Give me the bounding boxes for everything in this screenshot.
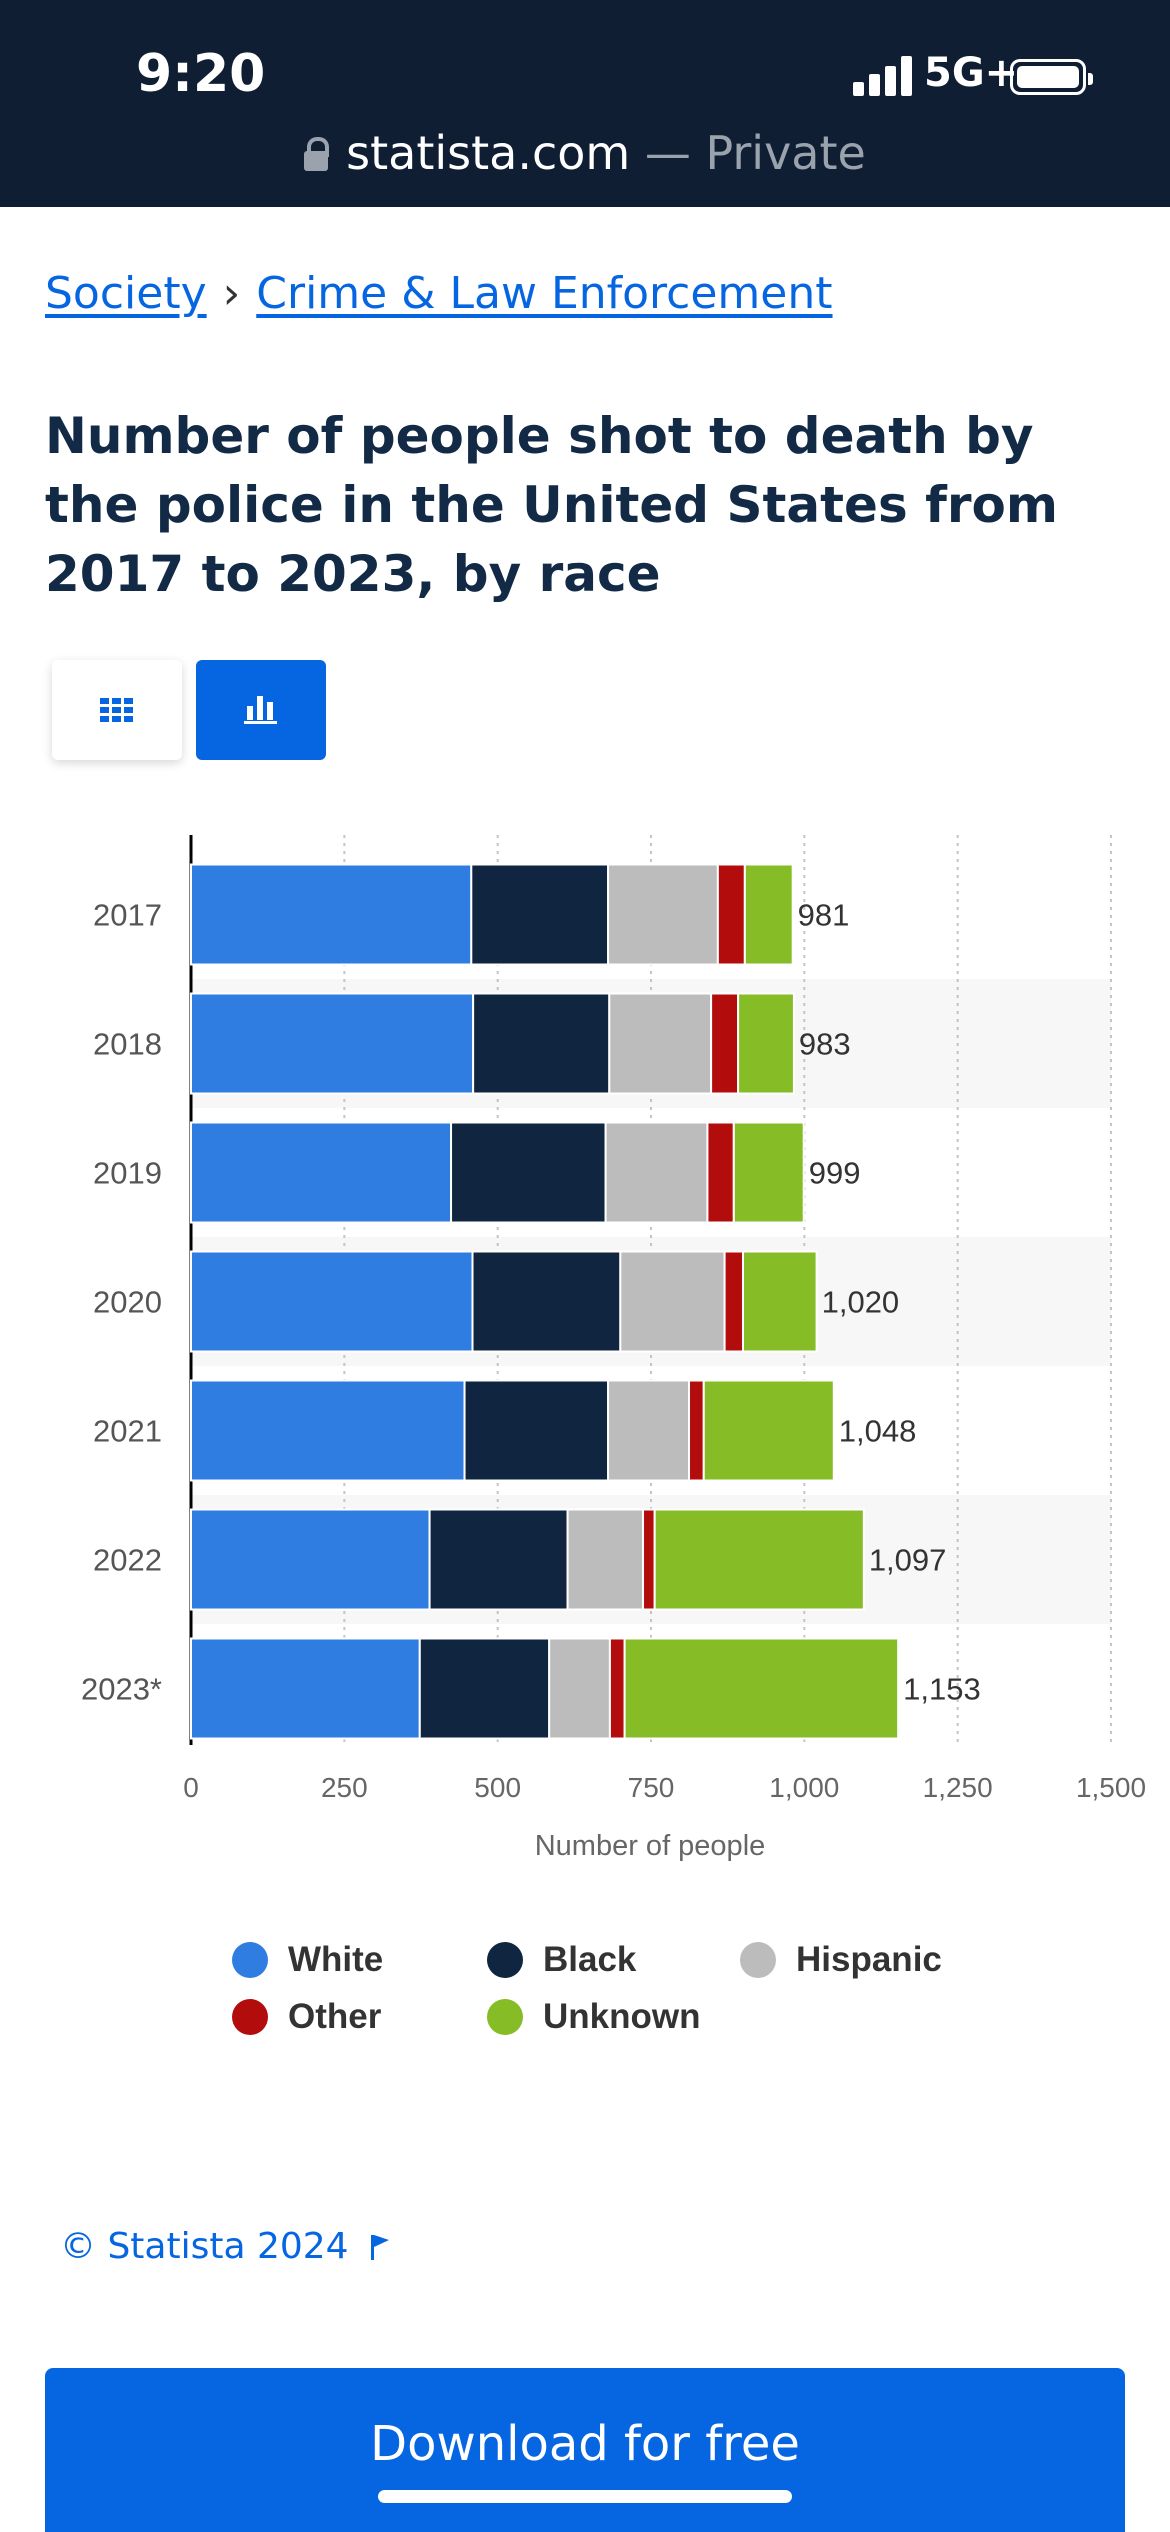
legend-swatch-hispanic [740, 1942, 776, 1978]
legend-swatch-white [232, 1942, 268, 1978]
breadcrumb: Society › Crime & Law Enforcement [45, 268, 833, 319]
total-value-label: 999 [809, 1156, 861, 1191]
bar-segment-other[interactable] [706, 1121, 735, 1224]
bar-segment-other[interactable] [710, 992, 740, 1095]
chart-view-button[interactable] [196, 660, 326, 760]
x-axis-label: Number of people [535, 1830, 766, 1862]
copyright-link[interactable]: © Statista 2024 [60, 2226, 391, 2267]
status-bar: 9:20 5G+ statista.com — Private [0, 0, 1170, 207]
bar-segment-hispanic[interactable] [608, 992, 713, 1095]
bar-segment-other[interactable] [608, 1637, 626, 1740]
bar-chart-icon [244, 696, 277, 724]
y-tick-label: 2017 [93, 898, 162, 933]
bar-segment-black[interactable] [418, 1637, 551, 1740]
y-tick-label: 2018 [93, 1027, 162, 1062]
legend-swatch-black [487, 1942, 523, 1978]
legend-swatch-unknown [487, 1999, 523, 2035]
bar-segment-other[interactable] [642, 1508, 656, 1611]
bar-segment-unknown[interactable] [743, 863, 794, 966]
x-tick-label: 1,000 [769, 1772, 839, 1803]
breadcrumb-society-link[interactable]: Society [45, 268, 207, 319]
bar-segment-white[interactable] [190, 992, 475, 1095]
bar-segment-black[interactable] [470, 863, 610, 966]
legend-item-hispanic[interactable]: Hispanic [740, 1940, 942, 1980]
stacked-bar-chart: 0 250 500 750 1,000 1,250 1,500 2017 981 2018 983 2… [81, 835, 1146, 1862]
home-indicator[interactable] [378, 2490, 792, 2503]
bar-segment-white[interactable] [190, 1508, 431, 1611]
x-tick-label: 500 [474, 1772, 521, 1803]
bar-segment-white[interactable] [190, 863, 473, 966]
flag-icon [370, 2235, 389, 2260]
legend-item-black[interactable]: Black [487, 1940, 636, 1980]
x-tick-label: 250 [321, 1772, 368, 1803]
y-tick-label: 2022 [93, 1543, 162, 1578]
table-view-button[interactable] [52, 660, 182, 760]
y-tick-label: 2020 [93, 1285, 162, 1320]
legend-item-white[interactable]: White [232, 1940, 383, 1980]
page-title: Number of people shot to death by the po… [45, 407, 1058, 603]
bar-segment-black[interactable] [471, 1250, 622, 1353]
total-value-label: 1,097 [869, 1543, 947, 1578]
total-value-label: 1,020 [822, 1285, 900, 1320]
bar-segment-unknown[interactable] [732, 1121, 805, 1224]
bar-segment-unknown[interactable] [742, 1250, 818, 1353]
bar-segment-hispanic[interactable] [566, 1508, 645, 1611]
y-tick-label: 2019 [93, 1156, 162, 1191]
y-tick-label: 2021 [93, 1414, 162, 1449]
x-tick-label: 0 [183, 1772, 199, 1803]
bar-segment-white[interactable] [190, 1250, 474, 1353]
download-button[interactable]: Download for free [45, 2368, 1125, 2532]
legend-item-other[interactable]: Other [232, 1997, 381, 2037]
table-grid-icon [100, 698, 133, 722]
bar-segment-white[interactable] [190, 1121, 453, 1224]
bar-segment-unknown[interactable] [702, 1379, 835, 1482]
bar-segment-unknown[interactable] [623, 1637, 900, 1740]
bar-segment-white[interactable] [190, 1379, 466, 1482]
legend-item-unknown[interactable]: Unknown [487, 1997, 700, 2037]
url-domain: statista.com [346, 126, 631, 180]
bar-segment-hispanic[interactable] [607, 863, 719, 966]
bar-segment-hispanic[interactable] [548, 1637, 611, 1740]
bar-segment-black[interactable] [463, 1379, 610, 1482]
bar-segment-unknown[interactable] [737, 992, 795, 1095]
x-tick-label: 1,500 [1076, 1772, 1146, 1803]
battery-icon [1010, 59, 1093, 95]
copyright-text: © Statista 2024 [60, 2226, 349, 2267]
y-tick-label: 2023* [81, 1672, 162, 1707]
bar-segment-black[interactable] [450, 1121, 607, 1224]
bar-segment-white[interactable] [190, 1637, 421, 1740]
bar-segment-black[interactable] [428, 1508, 569, 1611]
total-value-label: 981 [798, 898, 850, 933]
legend-swatch-other [232, 1999, 268, 2035]
lock-icon [304, 137, 330, 171]
address-bar[interactable]: statista.com — Private [0, 126, 1170, 180]
signal-icon [853, 56, 915, 96]
total-value-label: 983 [799, 1027, 851, 1062]
bar-segment-hispanic[interactable] [604, 1121, 709, 1224]
bar-segment-unknown[interactable] [653, 1508, 865, 1611]
bar-segment-hispanic[interactable] [619, 1250, 726, 1353]
breadcrumb-crime-law-link[interactable]: Crime & Law Enforcement [256, 268, 833, 319]
bar-segment-other[interactable] [716, 863, 746, 966]
bar-segment-black[interactable] [472, 992, 611, 1095]
bar-segment-other[interactable] [723, 1250, 744, 1353]
x-tick-label: 1,250 [923, 1772, 993, 1803]
total-value-label: 1,048 [839, 1414, 917, 1449]
bar-segment-hispanic[interactable] [607, 1379, 691, 1482]
private-label: — Private [630, 126, 866, 180]
bar-segment-other[interactable] [688, 1379, 705, 1482]
x-tick-label: 750 [628, 1772, 675, 1803]
network-type: 5G+ [924, 50, 1019, 96]
breadcrumb-separator: › [222, 268, 241, 319]
clock: 9:20 [136, 44, 266, 104]
total-value-label: 1,153 [903, 1672, 981, 1707]
